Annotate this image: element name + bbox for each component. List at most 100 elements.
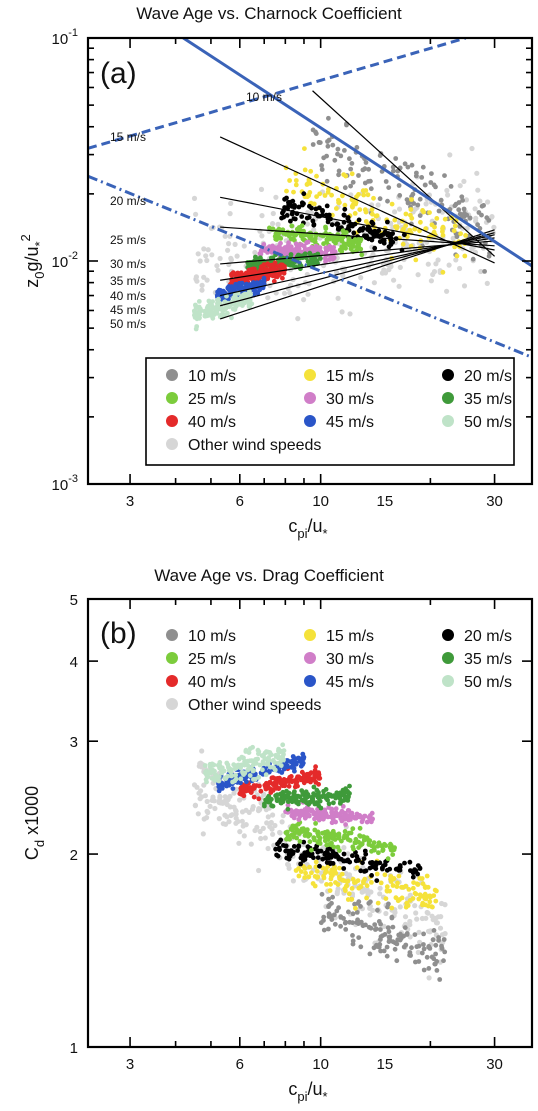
data-point [354,910,360,915]
data-point [334,206,339,211]
data-point [370,251,376,258]
data-point [433,261,439,267]
data-point [352,814,358,820]
data-point [365,227,370,233]
data-point [348,183,353,189]
data-point [403,904,409,910]
data-point [216,799,222,806]
data-point [330,850,336,855]
data-point [243,822,249,828]
data-point [403,211,409,217]
fit-line-label: 35 m/s [110,274,146,288]
data-point [369,848,374,854]
data-point [256,806,262,812]
data-point [326,904,331,909]
y-tick-exp: -2 [68,250,78,262]
data-point [341,866,347,871]
data-point [201,246,207,252]
data-point [322,838,328,844]
fit-line-label: 45 m/s [110,303,146,317]
data-point [354,194,359,200]
data-point [287,178,292,183]
data-point [280,754,286,760]
data-point [384,884,390,890]
data-point [310,809,316,815]
x-label-part: c [288,516,297,536]
legend-label: 40 m/s [188,414,236,431]
data-point [285,243,291,249]
data-point [321,875,327,881]
data-point [289,813,295,819]
data-point [402,925,408,930]
data-point [415,882,421,887]
data-point [238,270,244,276]
data-point [352,211,358,216]
data-point [433,951,438,957]
data-point [366,166,371,172]
data-point [342,148,347,153]
data-point [350,844,356,850]
data-point [361,192,367,198]
data-point [411,880,416,885]
data-point [270,831,276,837]
data-point [270,273,276,279]
data-point [387,866,393,872]
data-point [434,968,440,973]
data-point [315,829,321,835]
data-point [301,809,306,815]
data-point [342,829,348,834]
data-point [206,298,212,304]
data-point [204,779,209,785]
data-point [226,819,232,825]
data-point [390,924,396,930]
data-point [362,869,367,874]
data-point [332,157,338,163]
data-point [227,211,233,217]
data-point [263,785,269,791]
data-point [204,815,210,821]
y-tick-label: 10-2 [52,250,78,271]
data-point [371,840,377,846]
data-point [312,770,318,776]
y-tick-label: 4 [70,654,78,671]
data-point [323,250,329,256]
data-point [324,842,330,848]
data-point [432,887,438,893]
data-point [329,810,334,815]
data-point [275,841,280,847]
data-point [339,818,345,824]
data-point [292,778,297,783]
data-point [265,295,271,301]
data-point [347,783,352,789]
data-point [383,896,389,901]
data-point [359,889,365,895]
data-point [193,274,199,280]
data-point [237,829,243,835]
data-point [419,950,425,956]
data-point [304,221,310,227]
data-point [285,806,291,812]
data-point [283,848,289,854]
data-point [301,243,307,249]
data-point [314,194,319,200]
data-point [324,882,329,887]
data-point [391,168,396,174]
data-point [415,949,421,956]
data-point [318,256,323,261]
data-point [358,246,364,252]
data-point [485,199,491,205]
data-point [251,768,257,773]
data-point [241,243,247,249]
data-point [296,246,302,252]
data-point [424,873,430,879]
data-point [324,860,330,865]
data-point [200,831,206,837]
data-point [336,168,342,174]
data-point [422,884,428,890]
data-point [386,901,391,907]
data-point [247,746,253,751]
data-point [321,241,326,247]
data-point [197,796,203,802]
data-point [408,953,413,958]
data-point [349,204,355,209]
